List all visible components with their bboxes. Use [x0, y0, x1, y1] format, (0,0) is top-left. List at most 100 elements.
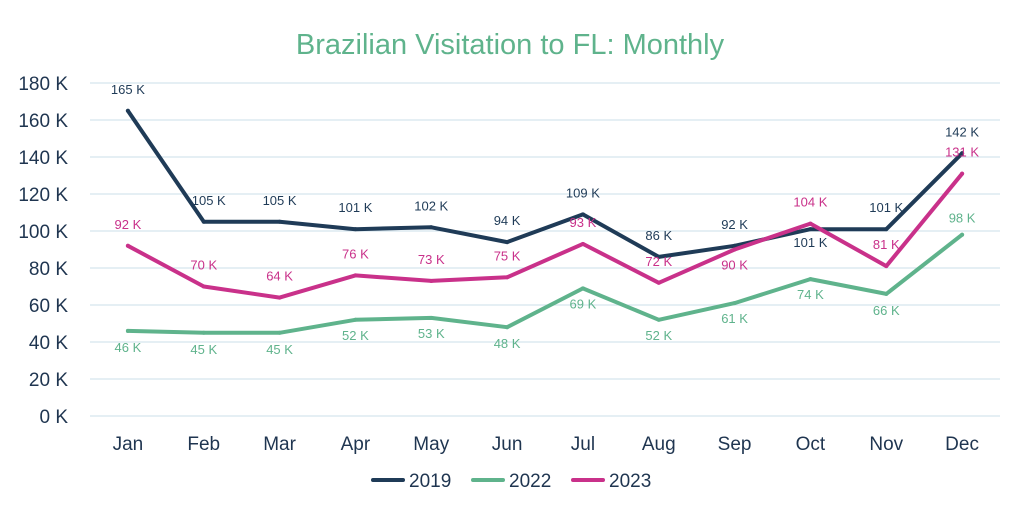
x-tick-label: Sep [718, 434, 752, 455]
data-point-2022 [808, 277, 813, 282]
x-tick-label: Apr [341, 434, 371, 455]
chart-title: Brazilian Visitation to FL: Monthly [296, 29, 725, 61]
data-label-2022: 66 K [873, 303, 900, 318]
series-line-2023 [125, 171, 965, 300]
data-label-2023: 64 K [266, 269, 293, 284]
data-label-2022: 48 K [494, 336, 521, 351]
y-tick-label: 120 K [18, 185, 68, 206]
data-label-2019: 102 K [414, 198, 448, 213]
y-axis: 0 K 20 K 40 K 60 K 80 K 100 K 120 K 140 K 160 K 1… [18, 74, 68, 428]
legend-label-2022: 2022 [509, 471, 551, 492]
y-tick-label: 100 K [18, 222, 68, 243]
data-label-2019: 92 K [721, 217, 748, 232]
legend-label-2023: 2023 [609, 471, 651, 492]
data-point-2019 [808, 227, 813, 232]
data-label-2022: 52 K [342, 328, 369, 343]
x-tick-label: Mar [263, 434, 296, 455]
data-label-2022: 52 K [645, 328, 672, 343]
data-label-2019: 101 K [869, 200, 903, 215]
x-tick-label: Feb [187, 434, 220, 455]
data-point-2019 [732, 243, 737, 248]
data-point-2019 [580, 212, 585, 217]
x-tick-label: May [413, 434, 449, 455]
data-point-2019 [277, 219, 282, 224]
data-point-2023 [125, 243, 130, 248]
data-point-2022 [884, 291, 889, 296]
data-point-2019 [429, 225, 434, 230]
data-point-2023 [884, 264, 889, 269]
data-point-2019 [884, 227, 889, 232]
data-label-2023: 76 K [342, 246, 369, 261]
data-point-2022 [277, 330, 282, 335]
data-point-2019 [960, 151, 965, 156]
data-point-2019 [125, 108, 130, 113]
data-point-2019 [353, 227, 358, 232]
legend: 2019 2022 2023 [371, 471, 651, 492]
data-point-2022 [353, 317, 358, 322]
x-tick-label: Dec [945, 434, 979, 455]
data-label-2022: 46 K [115, 340, 142, 355]
data-point-2019 [201, 219, 206, 224]
data-point-2023 [732, 247, 737, 252]
data-point-2022 [505, 325, 510, 330]
x-tick-label: Nov [869, 434, 903, 455]
data-label-2019: 142 K [945, 124, 979, 139]
x-tick-label: Jul [571, 434, 595, 455]
data-label-2019: 109 K [566, 185, 600, 200]
x-tick-label: Jun [492, 434, 523, 455]
x-tick-label: Jan [113, 434, 144, 455]
data-label-2019: 105 K [263, 193, 297, 208]
data-point-2019 [656, 254, 661, 259]
x-tick-label: Aug [642, 434, 676, 455]
data-point-2022 [960, 232, 965, 237]
x-axis: Jan Feb Mar Apr May Jun Jul Aug Sep Oct Nov Dec [113, 434, 979, 455]
data-point-2023 [960, 171, 965, 176]
data-point-2019 [505, 240, 510, 245]
series-layer [125, 108, 965, 335]
data-point-2023 [201, 284, 206, 289]
data-label-2023: 90 K [721, 258, 748, 273]
series-line-2019 [125, 108, 965, 259]
data-label-2023: 92 K [115, 217, 142, 232]
x-tick-label: Oct [796, 434, 826, 455]
y-tick-label: 40 K [29, 333, 68, 354]
data-label-2022: 61 K [721, 311, 748, 326]
data-point-2023 [429, 278, 434, 283]
data-point-2023 [656, 280, 661, 285]
data-label-2022: 45 K [266, 342, 293, 357]
data-label-2023: 81 K [873, 237, 900, 252]
data-label-2022: 53 K [418, 326, 445, 341]
y-tick-label: 180 K [18, 74, 68, 95]
data-label-2019: 105 K [192, 193, 226, 208]
data-point-2023 [353, 273, 358, 278]
data-point-2022 [201, 330, 206, 335]
data-label-2023: 72 K [645, 254, 672, 269]
data-label-2022: 69 K [570, 296, 597, 311]
data-label-2022: 74 K [797, 287, 824, 302]
data-point-2022 [732, 301, 737, 306]
data-labels: 165 K 105 K 105 K 101 K 102 K 94 K 109 K 86 K 92… [111, 82, 979, 357]
data-point-2023 [580, 241, 585, 246]
grid-layer [90, 82, 1000, 417]
data-point-2022 [125, 328, 130, 333]
data-label-2022: 98 K [949, 211, 976, 226]
y-tick-label: 20 K [29, 370, 68, 391]
data-point-2022 [580, 286, 585, 291]
legend-label-2019: 2019 [409, 471, 451, 492]
data-point-2023 [505, 275, 510, 280]
y-tick-label: 60 K [29, 296, 68, 317]
data-label-2023: 73 K [418, 252, 445, 267]
data-point-2022 [429, 315, 434, 320]
data-point-2023 [808, 221, 813, 226]
data-label-2022: 45 K [190, 342, 217, 357]
data-point-2023 [277, 295, 282, 300]
y-tick-label: 140 K [18, 148, 68, 169]
data-label-2023: 70 K [190, 258, 217, 273]
data-label-2019: 101 K [793, 235, 827, 250]
data-label-2019: 86 K [645, 228, 672, 243]
data-label-2019: 94 K [494, 213, 521, 228]
data-label-2023: 75 K [494, 248, 521, 263]
data-label-2023: 104 K [793, 195, 827, 210]
series-line-2022 [125, 232, 965, 335]
y-tick-label: 160 K [18, 111, 68, 132]
